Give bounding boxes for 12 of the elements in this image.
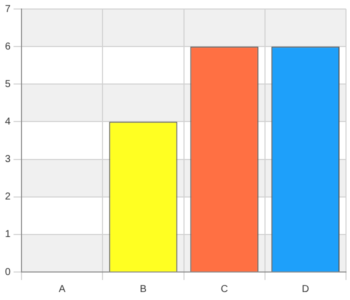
x-tick-label: C xyxy=(220,284,228,295)
y-tick-label: 2 xyxy=(5,192,11,203)
x-tick-label: B xyxy=(140,284,147,295)
y-tick-label: 4 xyxy=(5,116,11,128)
y-tick-label: 3 xyxy=(5,154,11,166)
x-tick-label: A xyxy=(58,284,66,295)
y-tick-label: 1 xyxy=(5,229,11,240)
x-tick-label: D xyxy=(302,284,310,295)
y-tick-label: 6 xyxy=(5,41,11,52)
y-tick-label: 5 xyxy=(5,78,11,90)
y-tick-label: 7 xyxy=(5,4,11,15)
y-tick-label: 0 xyxy=(5,266,11,278)
